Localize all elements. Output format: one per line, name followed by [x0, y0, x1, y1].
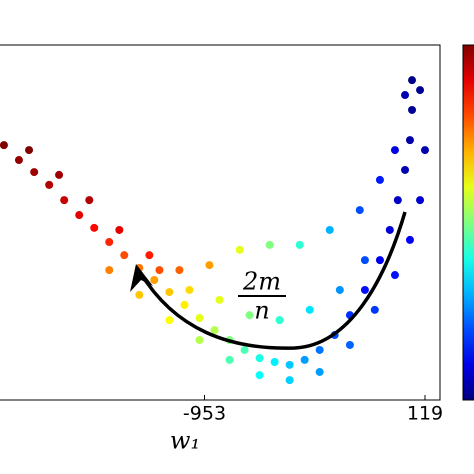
- point: [345, 340, 354, 349]
- annotation-denominator: n: [254, 297, 269, 325]
- point: [393, 196, 402, 205]
- point: [370, 305, 379, 314]
- annotation-numerator: 2m: [242, 268, 281, 296]
- point: [105, 266, 114, 275]
- point: [150, 276, 159, 285]
- point: [255, 354, 264, 363]
- point: [205, 261, 214, 270]
- point: [300, 355, 309, 364]
- point: [401, 165, 410, 174]
- point: [325, 225, 334, 234]
- point: [285, 360, 294, 369]
- point: [215, 295, 224, 304]
- point: [105, 238, 114, 247]
- point: [408, 105, 417, 114]
- point: [60, 196, 69, 205]
- point: [360, 285, 369, 294]
- point: [210, 326, 219, 335]
- point: [235, 245, 244, 254]
- point: [75, 211, 84, 220]
- points: [0, 76, 429, 385]
- point: [405, 235, 414, 244]
- point: [135, 290, 144, 299]
- point: [14, 156, 23, 165]
- point: [375, 256, 384, 265]
- point: [275, 316, 284, 325]
- point: [195, 336, 204, 345]
- arrow: [138, 211, 407, 350]
- point: [225, 355, 234, 364]
- point: [30, 168, 39, 177]
- point: [165, 288, 174, 297]
- point: [270, 358, 279, 367]
- point: [420, 146, 429, 155]
- point: [295, 240, 304, 249]
- point: [45, 180, 54, 189]
- point: [90, 223, 99, 232]
- point: [335, 285, 344, 294]
- point: [416, 196, 425, 205]
- point: [115, 225, 124, 234]
- point: [85, 196, 94, 205]
- point: [185, 285, 194, 294]
- point: [405, 136, 414, 145]
- point: [385, 225, 394, 234]
- point: [401, 91, 410, 100]
- x-axis-label: w₁: [170, 427, 200, 455]
- point: [375, 175, 384, 184]
- point: [390, 146, 399, 155]
- point: [180, 300, 189, 309]
- point: [120, 251, 129, 260]
- point: [240, 345, 249, 354]
- point: [145, 251, 154, 260]
- point: [408, 76, 417, 85]
- point: [315, 345, 324, 354]
- point: [315, 367, 324, 376]
- point: [55, 170, 64, 179]
- point: [245, 311, 254, 320]
- point: [355, 206, 364, 215]
- arrow-head: [130, 264, 153, 292]
- point: [175, 266, 184, 275]
- point: [360, 256, 369, 265]
- point: [155, 266, 164, 275]
- x-tick-label: -953: [183, 403, 226, 425]
- point: [265, 240, 274, 249]
- point: [390, 271, 399, 280]
- point: [195, 313, 204, 322]
- point: [255, 371, 264, 380]
- point: [0, 141, 8, 150]
- colorbar: [462, 44, 474, 401]
- point: [305, 305, 314, 314]
- point: [165, 316, 174, 325]
- point: [285, 376, 294, 385]
- point: [416, 86, 425, 95]
- x-tick-label: 119: [407, 403, 443, 425]
- plot-frame: [0, 44, 441, 401]
- point: [25, 146, 34, 155]
